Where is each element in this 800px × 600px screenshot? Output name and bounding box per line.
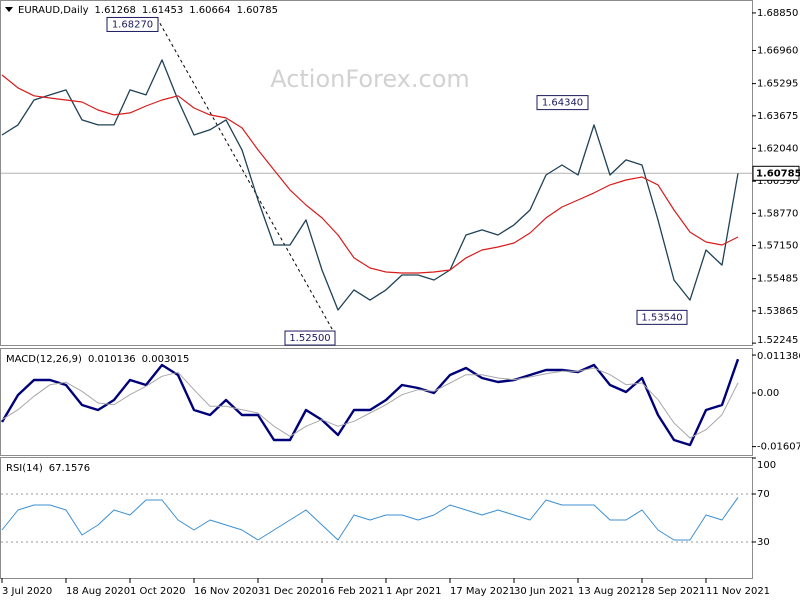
y-tick-label: 1.66960 (757, 46, 798, 57)
y-tick-label: 1.52245 (757, 335, 798, 346)
x-tick-label: 11 Nov 2021 (706, 586, 770, 597)
y-tick-label: 1.63675 (757, 111, 798, 122)
header-value: 1.61453 (142, 5, 183, 16)
annotation-box (636, 309, 688, 325)
y-tick-label: 1.65295 (757, 79, 798, 90)
x-tick-label: 16 Nov 2020 (194, 586, 258, 597)
x-tick-label: 1 Apr 2021 (386, 586, 441, 597)
y-tick-label: -0.016077 (757, 442, 800, 453)
panel-header: MACD(12,26,9) 0.010136 0.003015 (6, 354, 189, 365)
annotation-box (106, 16, 159, 32)
annotation-box (284, 330, 336, 346)
rsi-panel (0, 457, 753, 579)
annotation-box (536, 95, 589, 111)
y-tick-label: 0.011386 (757, 351, 800, 362)
price-label-box (752, 165, 800, 181)
x-tick-label: 16 Feb 2021 (322, 586, 384, 597)
panel-header: EURAUD,Daily 1.61268 1.61453 1.60664 1.60785 (18, 5, 278, 16)
x-tick-label: 18 Aug 2020 (66, 586, 130, 597)
menu-icon (5, 7, 13, 12)
x-tick-label: 30 Jun 2021 (514, 586, 574, 597)
panel-header: RSI(14) 67.1576 (6, 463, 90, 474)
y-tick-label: 1.55485 (757, 274, 798, 285)
macd-panel (0, 348, 753, 456)
y-tick-label: 1.58770 (757, 208, 798, 219)
x-tick-label: 1 Oct 2020 (130, 586, 185, 597)
y-tick-label: 1.62040 (757, 143, 798, 154)
x-tick-label: 28 Sep 2021 (642, 586, 705, 597)
annotation-label: 1.68270 (112, 19, 153, 30)
header-value: 1.60785 (237, 5, 278, 16)
annotation-label: 1.53540 (641, 312, 682, 323)
series-line (0, 358, 740, 447)
annotation-label: 1.52500 (289, 333, 330, 344)
trend-line (156, 17, 337, 337)
price-label: 1.60785 (756, 168, 800, 179)
series-line (1, 497, 739, 541)
panel-title: MACD(12,26,9) (6, 354, 82, 365)
panel-title: RSI(14) (6, 463, 43, 474)
series-line (1, 59, 739, 311)
annotation-label: 1.64340 (542, 98, 583, 109)
watermark: ActionForex.com (270, 65, 470, 93)
x-tick-label: 13 Aug 2021 (578, 586, 642, 597)
y-tick-label: 1.60390 (757, 176, 798, 187)
y-tick-label: 30 (757, 537, 770, 548)
y-tick-label: 0.00 (757, 388, 779, 399)
y-tick-label: 70 (757, 489, 770, 500)
y-tick-label: 1.57150 (757, 241, 798, 252)
x-tick-label: 17 May 2021 (450, 586, 515, 597)
x-tick-label: 31 Dec 2020 (258, 586, 322, 597)
header-value: 0.003015 (142, 354, 190, 365)
series-line (1, 367, 739, 439)
y-tick-label: 100 (757, 460, 776, 471)
header-value: 67.1576 (49, 463, 90, 474)
header-value: 1.60664 (189, 5, 230, 16)
header-value: 1.61268 (95, 5, 136, 16)
series-line (1, 74, 739, 274)
header-value: 0.010136 (88, 354, 136, 365)
y-tick-label: 1.53865 (757, 306, 798, 317)
x-tick-label: 3 Jul 2020 (2, 586, 52, 597)
y-tick-label: 1.68850 (757, 8, 798, 19)
panel-title: EURAUD,Daily (18, 5, 89, 16)
